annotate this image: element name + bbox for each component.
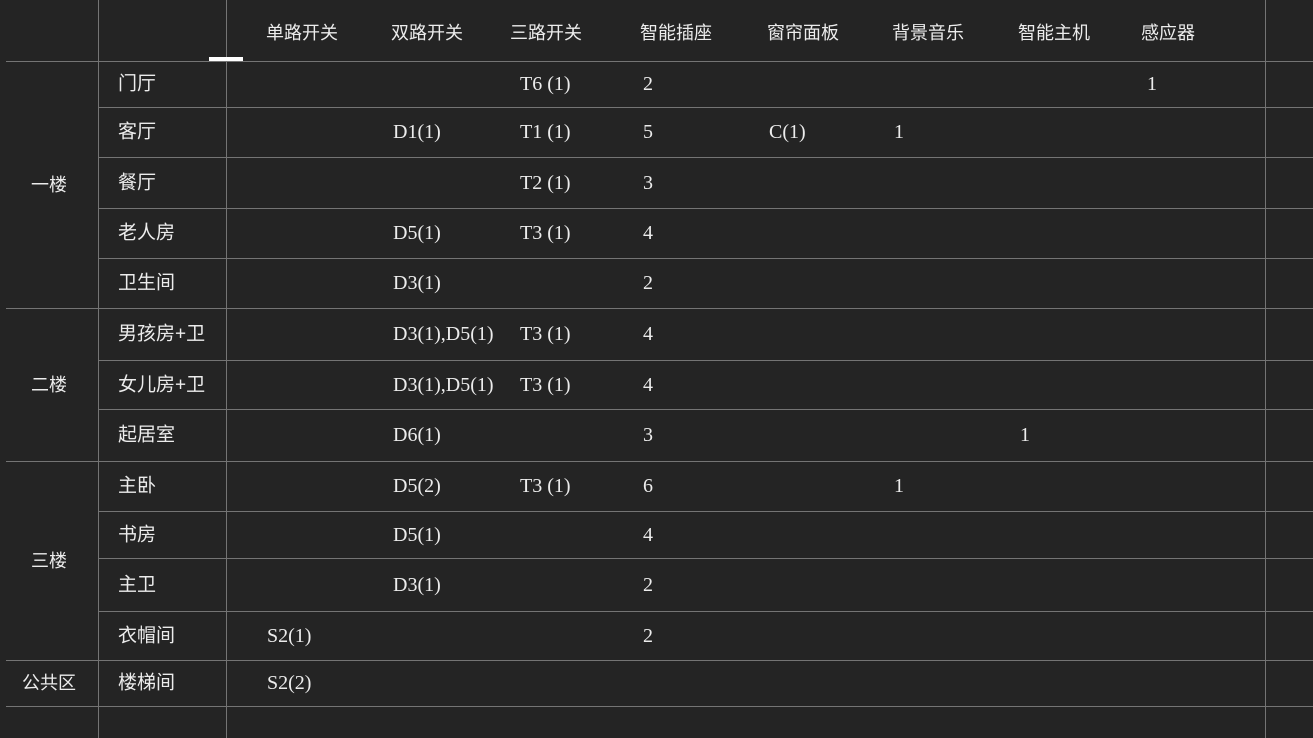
column-header[interactable]: 双路开关 — [391, 23, 463, 43]
floor-group-label[interactable]: 公共区 — [22, 673, 76, 693]
table-cell[interactable]: 1 — [1020, 424, 1030, 446]
column-resize-indicator[interactable] — [209, 57, 243, 61]
table-cell[interactable]: 2 — [643, 624, 653, 647]
column-header[interactable]: 背景音乐 — [892, 23, 964, 43]
grid-line-vertical — [98, 0, 99, 738]
table-cell[interactable]: 3 — [643, 171, 653, 194]
room-label[interactable]: 门厅 — [118, 73, 157, 95]
floor-group-label[interactable]: 三楼 — [31, 550, 67, 571]
table-cell[interactable]: 4 — [643, 222, 653, 244]
room-label[interactable]: 客厅 — [118, 121, 157, 143]
grid-line-horizontal — [6, 308, 1313, 309]
table-cell[interactable]: 1 — [1147, 73, 1157, 95]
room-label[interactable]: 卫生间 — [118, 272, 176, 294]
column-header[interactable]: 单路开关 — [266, 23, 338, 43]
table-cell[interactable]: 1 — [894, 121, 904, 143]
grid-line-horizontal — [98, 208, 1313, 209]
table-cell[interactable]: T3 (1) — [520, 323, 571, 345]
room-label[interactable]: 楼梯间 — [118, 672, 176, 694]
table-cell[interactable]: D3(1),D5(1) — [393, 373, 494, 396]
table-cell[interactable]: T1 (1) — [520, 121, 571, 143]
table-cell[interactable]: D3(1),D5(1) — [393, 323, 494, 345]
room-label[interactable]: 男孩房+卫 — [118, 323, 206, 345]
table-cell[interactable]: S2(2) — [267, 672, 312, 694]
column-header[interactable]: 窗帘面板 — [767, 23, 839, 43]
room-label[interactable]: 衣帽间 — [118, 625, 176, 646]
floor-group-label[interactable]: 一楼 — [31, 174, 67, 195]
table-cell[interactable]: D3(1) — [393, 573, 441, 596]
table-cell[interactable]: T6 (1) — [520, 73, 571, 95]
table-cell[interactable]: 3 — [643, 424, 653, 446]
grid-line-horizontal — [98, 157, 1313, 158]
room-label[interactable]: 老人房 — [118, 222, 176, 244]
grid-line-vertical — [1265, 0, 1266, 738]
grid-line-vertical — [226, 0, 227, 738]
grid-line-horizontal — [98, 258, 1313, 259]
room-label[interactable]: 书房 — [118, 524, 157, 545]
room-label[interactable]: 起居室 — [118, 424, 176, 446]
table-cell[interactable]: 1 — [894, 475, 904, 497]
table-cell[interactable]: S2(1) — [267, 624, 312, 647]
table-cell[interactable]: D6(1) — [393, 424, 441, 446]
grid-line-horizontal — [6, 461, 1313, 462]
room-label[interactable]: 餐厅 — [118, 172, 157, 193]
room-label[interactable]: 主卧 — [118, 475, 157, 497]
table-cell[interactable]: 4 — [643, 373, 653, 396]
column-header[interactable]: 感应器 — [1141, 23, 1195, 43]
column-header[interactable]: 智能插座 — [640, 23, 712, 43]
table-cell[interactable]: T3 (1) — [520, 475, 571, 497]
grid-line-horizontal — [98, 360, 1313, 361]
table-cell[interactable]: T2 (1) — [520, 171, 571, 194]
grid-line-horizontal — [98, 558, 1313, 559]
table-cell[interactable]: D3(1) — [393, 272, 441, 294]
column-header[interactable]: 智能主机 — [1018, 23, 1090, 43]
table-cell[interactable]: 2 — [643, 573, 653, 596]
grid-line-horizontal — [98, 511, 1313, 512]
grid-line-horizontal — [6, 706, 1313, 707]
table-cell[interactable]: 5 — [643, 121, 653, 143]
table-cell[interactable]: 6 — [643, 475, 653, 497]
table-cell[interactable]: 4 — [643, 523, 653, 546]
grid-line-horizontal — [98, 611, 1313, 612]
table-cell[interactable]: 2 — [643, 73, 653, 95]
table-cell[interactable]: T3 (1) — [520, 222, 571, 244]
table-cell[interactable]: C(1) — [769, 121, 806, 143]
table-cell[interactable]: T3 (1) — [520, 373, 571, 396]
grid-line-horizontal — [6, 660, 1313, 661]
table-cell[interactable]: 2 — [643, 272, 653, 294]
room-label[interactable]: 女儿房+卫 — [118, 374, 206, 395]
table-cell[interactable]: D1(1) — [393, 121, 441, 143]
room-label[interactable]: 主卫 — [118, 574, 157, 595]
grid-line-horizontal — [6, 61, 1313, 62]
table-cell[interactable]: D5(1) — [393, 222, 441, 244]
floor-group-label[interactable]: 二楼 — [31, 374, 67, 395]
table-cell[interactable]: D5(1) — [393, 523, 441, 546]
column-header[interactable]: 三路开关 — [510, 23, 582, 43]
grid-line-horizontal — [98, 409, 1313, 410]
table-cell[interactable]: 4 — [643, 323, 653, 345]
grid-line-horizontal — [98, 107, 1313, 108]
table-cell[interactable]: D5(2) — [393, 475, 441, 497]
